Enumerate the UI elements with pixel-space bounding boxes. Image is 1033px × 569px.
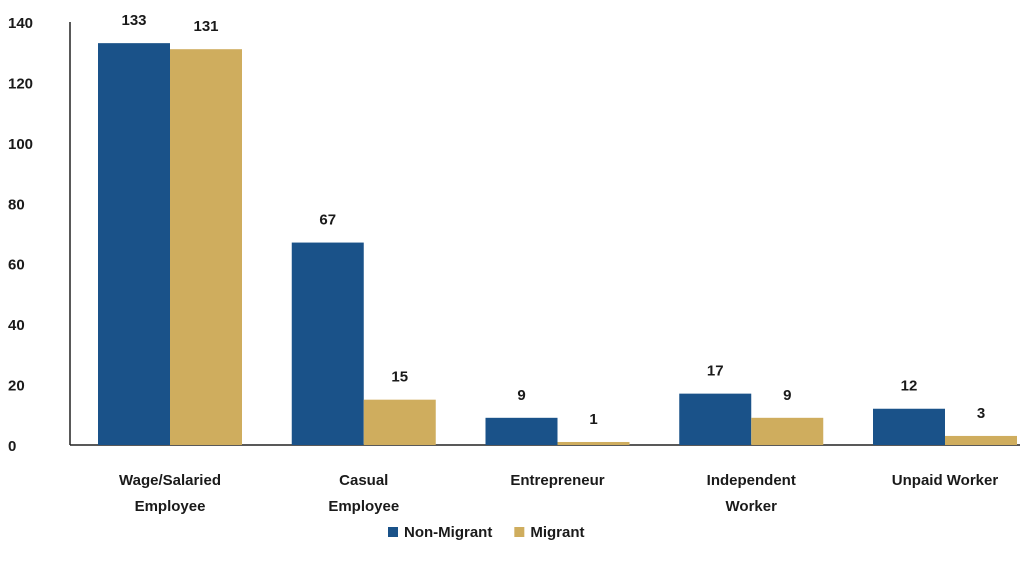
bar	[945, 435, 1017, 445]
x-tick-label: Wage/Salaried Employee	[119, 472, 221, 515]
y-tick-label: 120	[8, 75, 33, 92]
legend-label: Non-Migrant	[404, 524, 492, 541]
bar	[751, 417, 824, 445]
legend-label: Migrant	[530, 524, 584, 541]
y-tick-label: 80	[8, 196, 25, 213]
legend-swatch	[514, 527, 525, 537]
y-tick-label: 100	[8, 136, 33, 153]
y-tick-label: 0	[8, 438, 16, 455]
data-label: 17	[707, 363, 724, 380]
data-label: 3	[977, 405, 985, 422]
x-tick-label: Unpaid Worker	[892, 472, 999, 489]
data-label: 133	[121, 12, 146, 29]
x-tick-label: Independent Worker	[707, 472, 796, 515]
bar	[291, 242, 364, 445]
data-label: 15	[391, 369, 408, 386]
y-tick-label: 40	[8, 317, 25, 334]
bar	[98, 43, 170, 446]
y-tick-label: 140	[8, 15, 33, 32]
bar	[873, 408, 945, 445]
data-label: 131	[193, 18, 218, 35]
y-tick-label: 20	[8, 378, 25, 395]
data-label: 1	[589, 411, 597, 428]
legend-swatch	[388, 527, 398, 537]
data-label: 9	[517, 387, 525, 404]
data-label: 12	[901, 378, 918, 395]
data-label: 67	[319, 212, 336, 229]
data-label: 9	[783, 387, 791, 404]
bar	[485, 417, 558, 445]
bar	[170, 49, 242, 445]
x-tick-label: Casual Employee	[328, 472, 399, 515]
bar	[679, 393, 752, 445]
y-tick-label: 60	[8, 257, 25, 274]
bar	[557, 441, 630, 445]
x-tick-label: Entrepreneur	[510, 472, 604, 489]
bar	[363, 399, 436, 445]
